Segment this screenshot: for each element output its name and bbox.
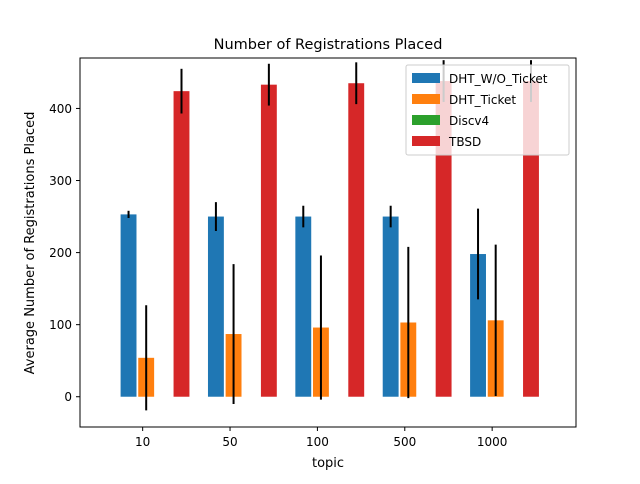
legend-label-1: DHT_Ticket — [449, 93, 516, 107]
y-tick-label-2: 200 — [49, 246, 72, 260]
x-tick-label-0: 10 — [135, 435, 150, 449]
bar-0-3 — [382, 216, 399, 397]
legend-label-0: DHT_W/O_Ticket — [449, 72, 548, 86]
bar-0-0 — [120, 214, 137, 397]
legend-swatch-0 — [412, 73, 440, 83]
x-tick-label-2: 100 — [306, 435, 329, 449]
y-tick-label-0: 0 — [64, 390, 72, 404]
bar-0-1 — [207, 216, 224, 397]
bar-3-1 — [260, 84, 277, 397]
plot-frame — [79, 57, 577, 428]
bar-0-4 — [470, 254, 486, 397]
legend: DHT_W/O_Ticket DHT_Ticket Discv4 TBSD — [405, 64, 570, 156]
legend-swatch-2 — [412, 115, 440, 125]
bars-layer — [120, 81, 539, 397]
x-tick-label-1: 50 — [222, 435, 237, 449]
chart-title: Number of Registrations Placed — [214, 37, 443, 53]
y-tick-label-1: 100 — [49, 318, 72, 332]
x-tick-label-3: 500 — [393, 435, 416, 449]
legend-swatch-1 — [412, 94, 440, 104]
x-tick-label-4: 1000 — [477, 435, 508, 449]
legend-label-2: Discv4 — [449, 114, 489, 128]
x-axis-label: topic — [312, 456, 344, 471]
axes-layer: 0 100 200 300 400 10 50 100 500 1000 — [49, 57, 577, 449]
y-tick-label-4: 400 — [49, 102, 72, 116]
bar-3-2 — [348, 83, 365, 397]
legend-label-3: TBSD — [448, 135, 481, 149]
y-axis-label: Average Number of Registrations Placed — [23, 112, 38, 375]
y-tick-label-3: 300 — [49, 174, 72, 188]
legend-frame — [405, 64, 570, 156]
bar-0-2 — [295, 216, 312, 397]
legend-swatch-3 — [412, 136, 440, 146]
errorbars-layer — [127, 60, 532, 411]
bar-3-0 — [173, 91, 190, 397]
bar-3-3 — [435, 81, 452, 397]
bar-3-4 — [523, 81, 539, 397]
